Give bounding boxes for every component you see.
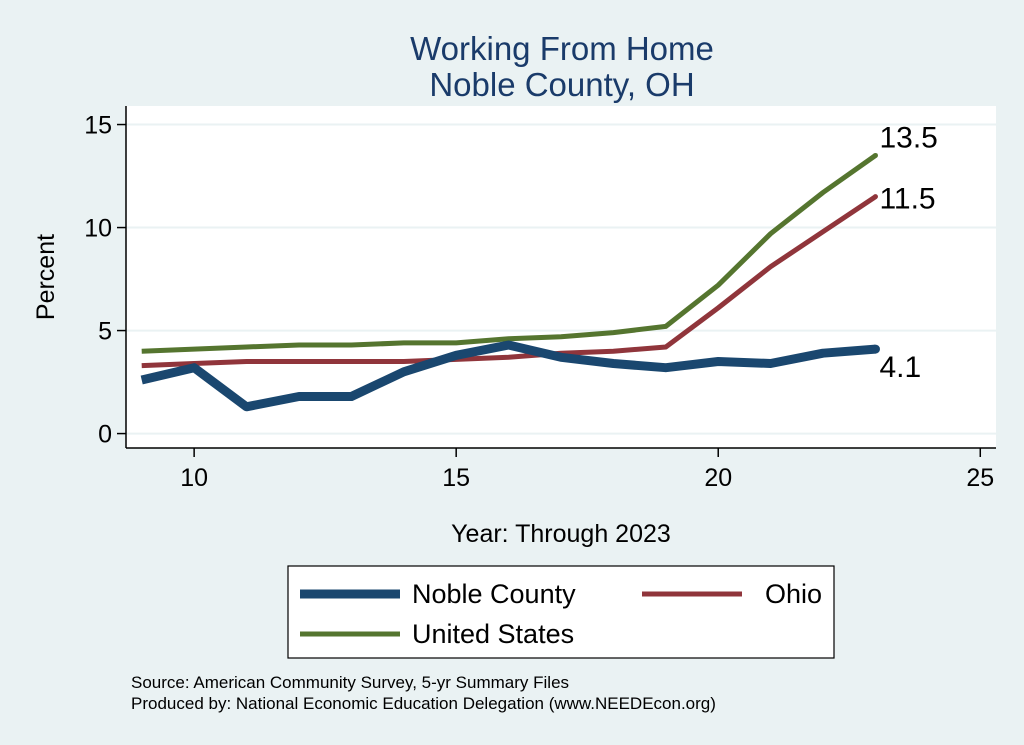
source-note: Source: American Community Survey, 5-yr … xyxy=(131,673,569,692)
series-endpoint xyxy=(872,152,878,158)
y-tick-label: 15 xyxy=(84,112,112,140)
plot-area xyxy=(126,106,996,448)
series-line-noble-county xyxy=(140,340,876,412)
legend-label: United States xyxy=(412,619,574,649)
x-axis-ticks: 10 15 20 25 xyxy=(180,448,994,492)
produced-note: Produced by: National Economic Education… xyxy=(131,694,716,713)
series-endpoint xyxy=(870,344,880,354)
legend-items: Noble County Ohio United States xyxy=(300,579,822,649)
series-lines xyxy=(140,152,880,412)
chart-title: Working From Home xyxy=(410,30,714,67)
series-line-ohio xyxy=(141,194,877,369)
y-tick-label: 5 xyxy=(98,318,112,346)
end-labels: 4.1 11.5 13.5 xyxy=(879,121,937,384)
x-tick-label: 15 xyxy=(442,464,470,492)
legend-label: Noble County xyxy=(412,579,576,609)
legend-label: Ohio xyxy=(765,579,822,609)
x-tick-label: 20 xyxy=(704,464,732,492)
end-label: 11.5 xyxy=(879,183,935,216)
end-label: 13.5 xyxy=(879,121,937,154)
y-axis-label: Percent xyxy=(32,234,60,320)
grid-lines xyxy=(126,123,996,435)
x-axis-label: Year: Through 2023 xyxy=(451,520,671,548)
series-line-united-states xyxy=(141,153,877,354)
end-label: 4.1 xyxy=(879,351,921,384)
legend xyxy=(287,565,835,659)
series-endpoint xyxy=(872,194,878,200)
axes xyxy=(125,106,996,449)
chart-subtitle: Noble County, OH xyxy=(429,66,694,103)
y-axis-ticks: 0 5 10 15 xyxy=(84,112,126,449)
x-tick-label: 25 xyxy=(966,464,994,492)
y-tick-label: 10 xyxy=(84,215,112,243)
y-tick-label: 0 xyxy=(98,421,112,449)
x-tick-label: 10 xyxy=(180,464,208,492)
